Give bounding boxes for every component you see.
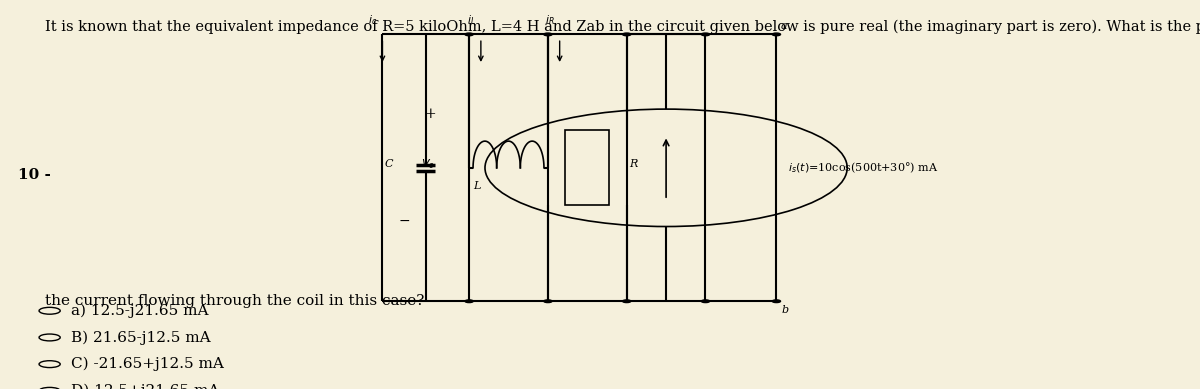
Circle shape (623, 33, 631, 36)
Text: C) -21.65+j12.5 mA: C) -21.65+j12.5 mA (71, 357, 223, 371)
Circle shape (623, 300, 631, 303)
Text: $i_s(t)$=10cos(500t+30°) mA: $i_s(t)$=10cos(500t+30°) mA (788, 161, 938, 175)
Circle shape (464, 33, 473, 36)
Text: 10 -: 10 - (18, 168, 50, 182)
Circle shape (701, 300, 709, 303)
Bar (565, 130, 610, 205)
Text: L: L (473, 181, 480, 191)
Text: D) 12.5+j21.65 mA: D) 12.5+j21.65 mA (71, 384, 220, 389)
Text: $i_L$: $i_L$ (467, 13, 476, 27)
Text: −: − (398, 214, 410, 228)
Text: $i_c$: $i_c$ (368, 13, 378, 27)
Text: B) 21.65-j12.5 mA: B) 21.65-j12.5 mA (71, 330, 210, 345)
Circle shape (773, 33, 780, 36)
Text: $i_R$: $i_R$ (545, 13, 554, 27)
Circle shape (544, 300, 552, 303)
Text: the current flowing through the coil in this case?: the current flowing through the coil in … (44, 294, 425, 308)
Text: +: + (425, 107, 436, 121)
Text: It is known that the equivalent impedance of R=5 kiloOhm, L=4 H and Zab in the c: It is known that the equivalent impedanc… (44, 19, 1200, 33)
Circle shape (464, 300, 473, 303)
Text: b: b (781, 305, 788, 315)
Circle shape (544, 33, 552, 36)
Circle shape (773, 300, 780, 303)
Circle shape (701, 33, 709, 36)
Text: a: a (781, 21, 787, 31)
Text: $V_o$: $V_o$ (421, 157, 436, 171)
Text: a) 12.5-j21.65 mA: a) 12.5-j21.65 mA (71, 303, 209, 318)
Text: R: R (629, 159, 637, 169)
Text: C: C (385, 159, 394, 169)
